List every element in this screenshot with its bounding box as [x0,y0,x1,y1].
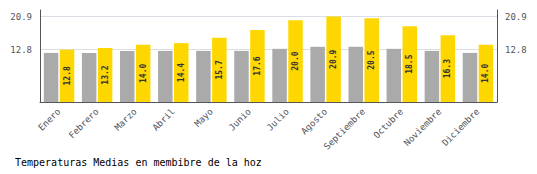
svg-text:17.6: 17.6 [253,56,262,75]
svg-text:Enero: Enero [36,106,62,132]
svg-text:12.8: 12.8 [505,45,527,55]
svg-text:Marzo: Marzo [113,106,139,132]
svg-text:18.5: 18.5 [405,54,414,73]
svg-text:Julio: Julio [265,106,291,132]
svg-text:Agosto: Agosto [299,106,329,136]
svg-text:12.8: 12.8 [63,66,72,85]
svg-text:Octubre: Octubre [371,106,405,140]
svg-text:Mayo: Mayo [193,106,215,128]
svg-text:12.8: 12.8 [10,45,32,55]
svg-text:Abril: Abril [151,106,177,132]
svg-text:20.9: 20.9 [505,12,527,22]
svg-text:Temperaturas Medias en membibr: Temperaturas Medias en membibre de la ho… [15,157,262,168]
svg-text:20.5: 20.5 [367,50,376,69]
svg-text:Noviembre: Noviembre [402,106,443,147]
svg-text:Septiembre: Septiembre [322,106,367,151]
svg-text:20.9: 20.9 [329,49,338,68]
svg-text:14.0: 14.0 [139,64,148,83]
svg-text:Febrero: Febrero [67,106,101,140]
svg-text:20.0: 20.0 [291,51,300,70]
svg-text:14.4: 14.4 [177,63,186,82]
svg-text:Diciembre: Diciembre [440,106,481,147]
svg-text:16.3: 16.3 [443,59,452,78]
svg-text:13.2: 13.2 [101,65,110,84]
svg-text:14.0: 14.0 [481,64,490,83]
svg-text:Junio: Junio [227,106,253,132]
svg-text:15.7: 15.7 [215,60,224,79]
svg-text:20.9: 20.9 [10,12,32,22]
